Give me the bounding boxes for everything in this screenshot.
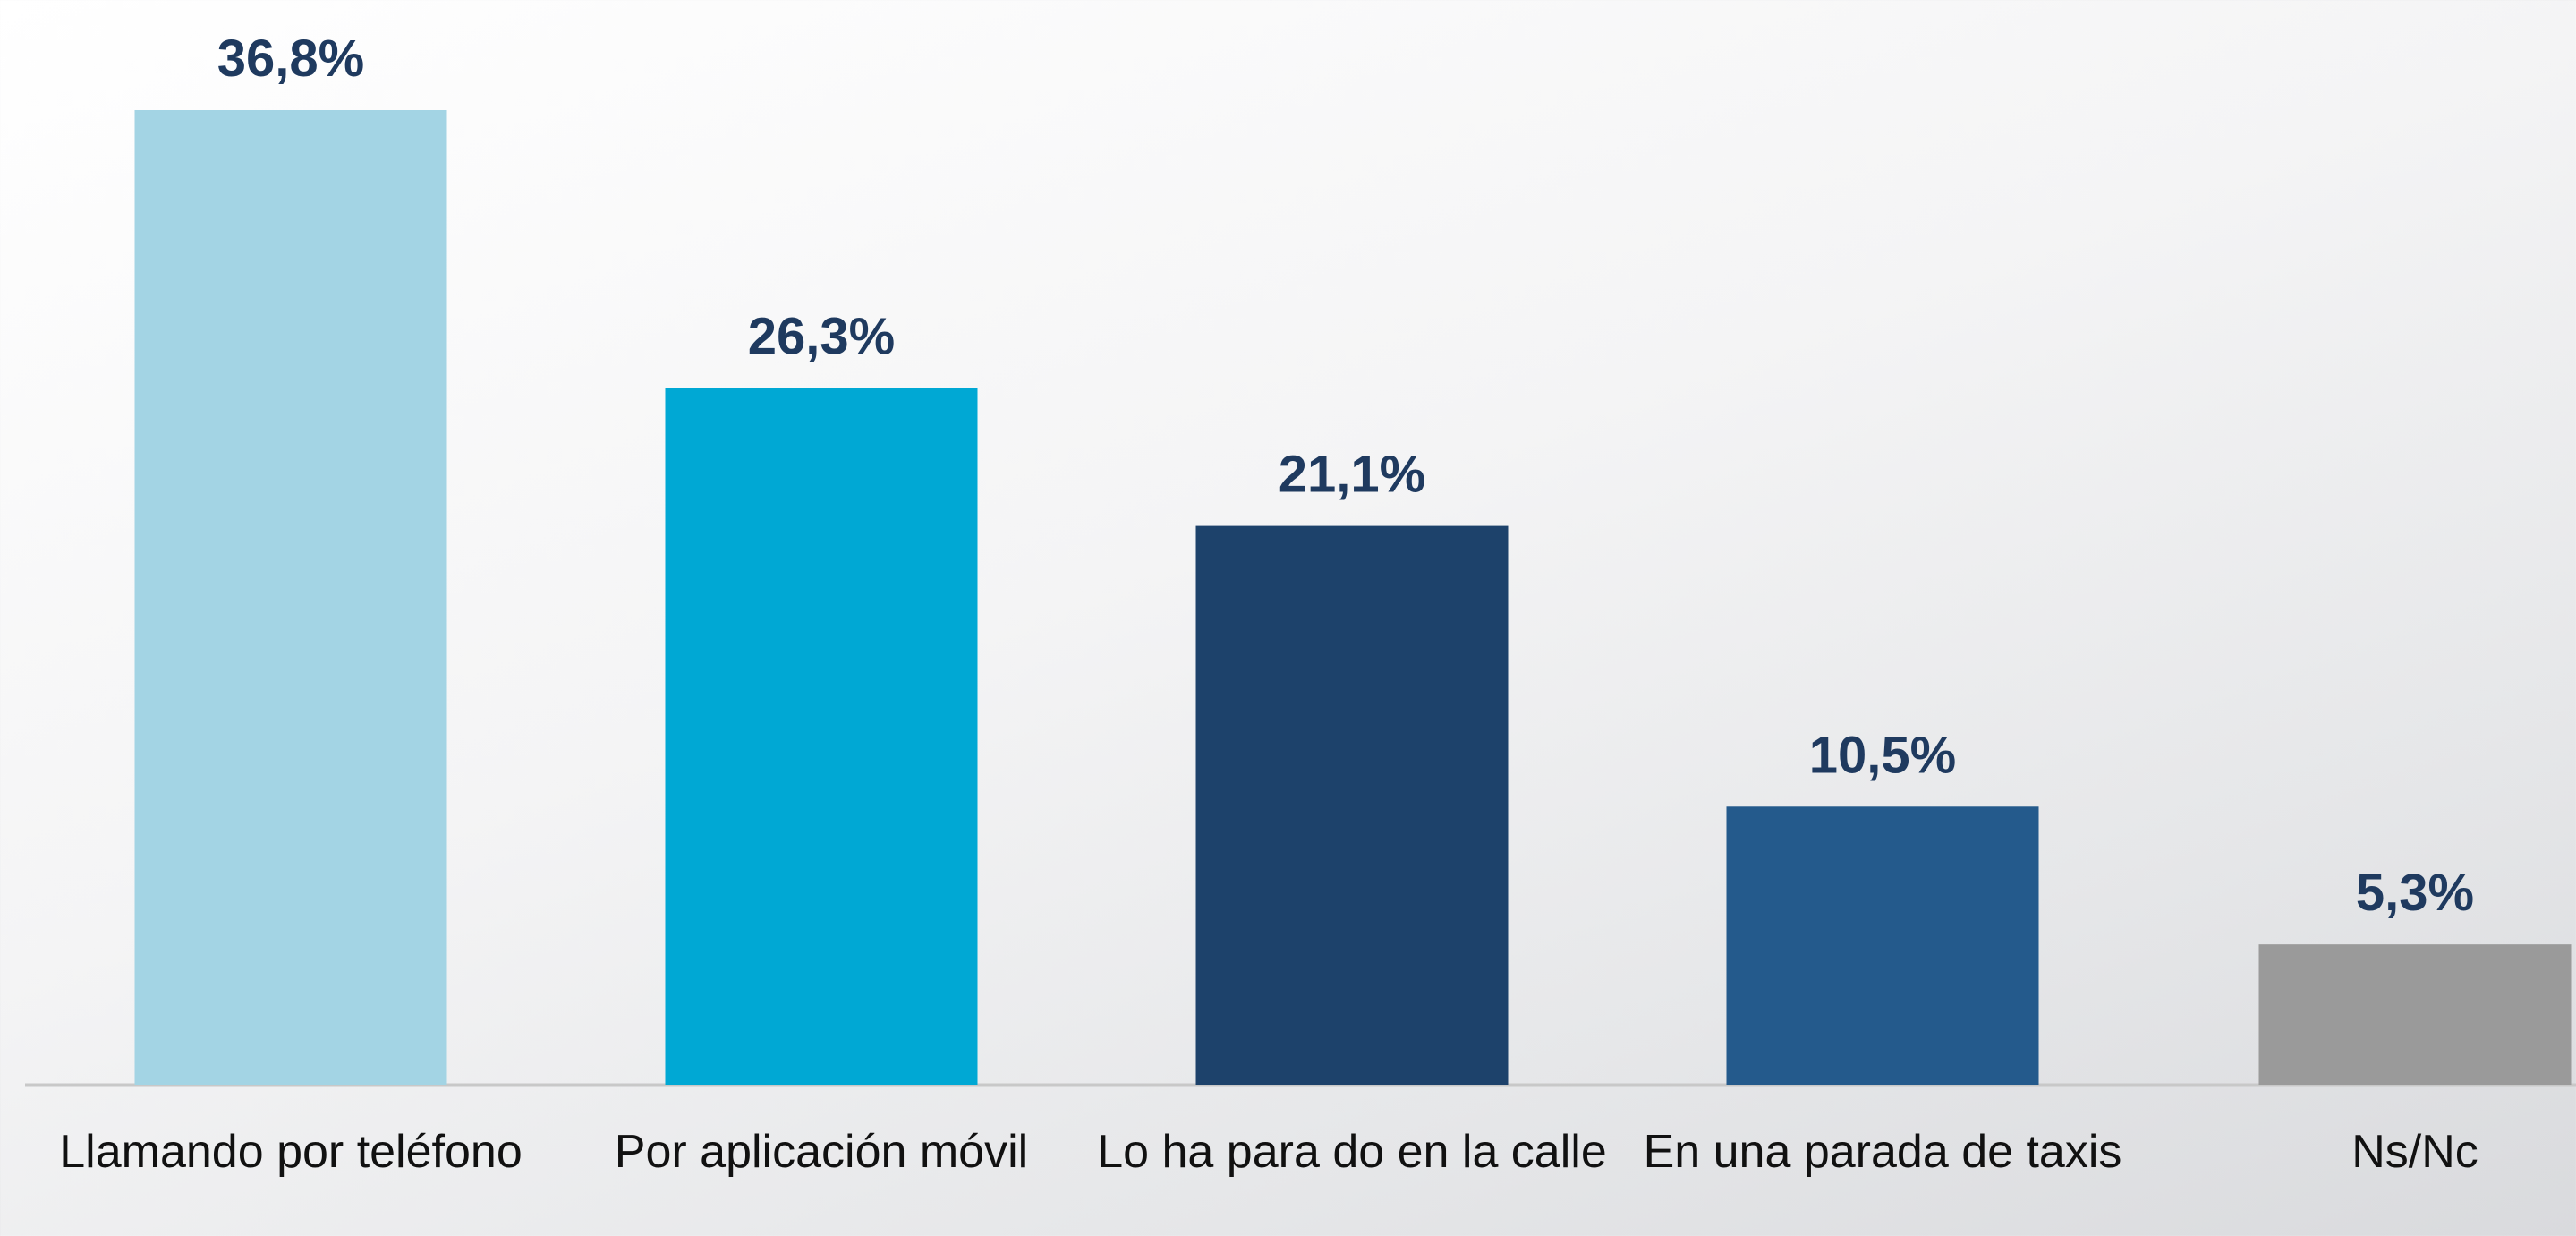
bar	[1195, 525, 1509, 1085]
bar	[134, 110, 447, 1085]
value-label: 21,1%	[1279, 446, 1425, 504]
bar	[2258, 944, 2572, 1085]
bar	[1726, 806, 2039, 1085]
x-tick-label: Ns/Nc	[2351, 1126, 2478, 1178]
x-tick-label: Llamando por teléfono	[59, 1126, 523, 1178]
bar	[665, 388, 978, 1086]
value-label: 36,8%	[217, 30, 364, 88]
x-tick-label: Por aplicación móvil	[614, 1126, 1029, 1178]
value-label: 26,3%	[748, 308, 895, 366]
value-label: 5,3%	[2356, 864, 2474, 922]
value-label: 10,5%	[1809, 726, 1956, 784]
x-tick-label: En una parada de taxis	[1643, 1126, 2122, 1178]
x-tick-label: Lo ha para do en la calle	[1097, 1126, 1607, 1178]
